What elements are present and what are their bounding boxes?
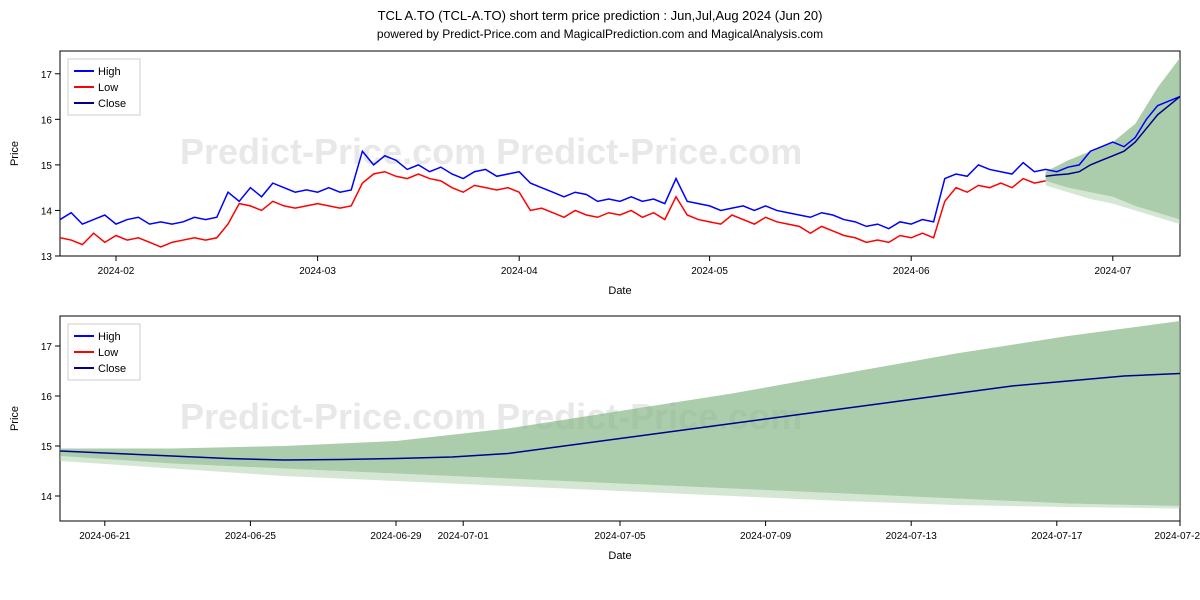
svg-text:Date: Date	[608, 285, 631, 297]
svg-text:15: 15	[41, 442, 53, 453]
svg-text:16: 16	[41, 392, 53, 403]
svg-text:Low: Low	[98, 347, 118, 359]
svg-text:Close: Close	[98, 363, 126, 375]
chart-container: TCL A.TO (TCL-A.TO) short term price pre…	[0, 0, 1200, 600]
svg-text:13: 13	[41, 252, 53, 263]
svg-text:Price: Price	[9, 406, 21, 431]
svg-text:Low: Low	[98, 82, 118, 94]
svg-text:15: 15	[41, 161, 53, 172]
svg-text:2024-07-21: 2024-07-21	[1154, 531, 1200, 542]
svg-text:2024-07-01: 2024-07-01	[438, 531, 490, 542]
svg-text:2024-06-21: 2024-06-21	[79, 531, 131, 542]
svg-text:Predict-Price.com Predict-Pr: Predict-Price.com Predict-Price.com	[180, 131, 802, 172]
svg-text:2024-06-29: 2024-06-29	[370, 531, 422, 542]
upper-chart: Predict-Price.com Predict-Price.com 13 14 1…	[0, 41, 1200, 306]
svg-text:2024-06-25: 2024-06-25	[225, 531, 277, 542]
svg-text:2024-02: 2024-02	[98, 266, 135, 277]
svg-text:2024-07-05: 2024-07-05	[594, 531, 646, 542]
svg-text:High: High	[98, 331, 121, 343]
svg-text:14: 14	[41, 492, 53, 503]
svg-text:2024-07-17: 2024-07-17	[1031, 531, 1083, 542]
svg-text:2024-05: 2024-05	[691, 266, 728, 277]
chart-subtitle: powered by Predict-Price.com and Magical…	[0, 23, 1200, 41]
svg-text:14: 14	[41, 206, 53, 217]
svg-text:17: 17	[41, 342, 53, 353]
svg-text:2024-07-13: 2024-07-13	[886, 531, 938, 542]
svg-text:2024-06: 2024-06	[893, 266, 930, 277]
svg-text:2024-07: 2024-07	[1094, 266, 1131, 277]
svg-text:Close: Close	[98, 98, 126, 110]
svg-text:Date: Date	[608, 550, 631, 562]
svg-text:Price: Price	[9, 141, 21, 166]
svg-text:High: High	[98, 66, 121, 78]
svg-text:2024-03: 2024-03	[299, 266, 336, 277]
svg-text:2024-07-09: 2024-07-09	[740, 531, 792, 542]
svg-text:16: 16	[41, 115, 53, 126]
svg-text:2024-04: 2024-04	[501, 266, 538, 277]
chart-title: TCL A.TO (TCL-A.TO) short term price pre…	[0, 0, 1200, 23]
svg-text:17: 17	[41, 70, 53, 81]
lower-chart: Predict-Price.com Predict-Price.com14151…	[0, 306, 1200, 571]
